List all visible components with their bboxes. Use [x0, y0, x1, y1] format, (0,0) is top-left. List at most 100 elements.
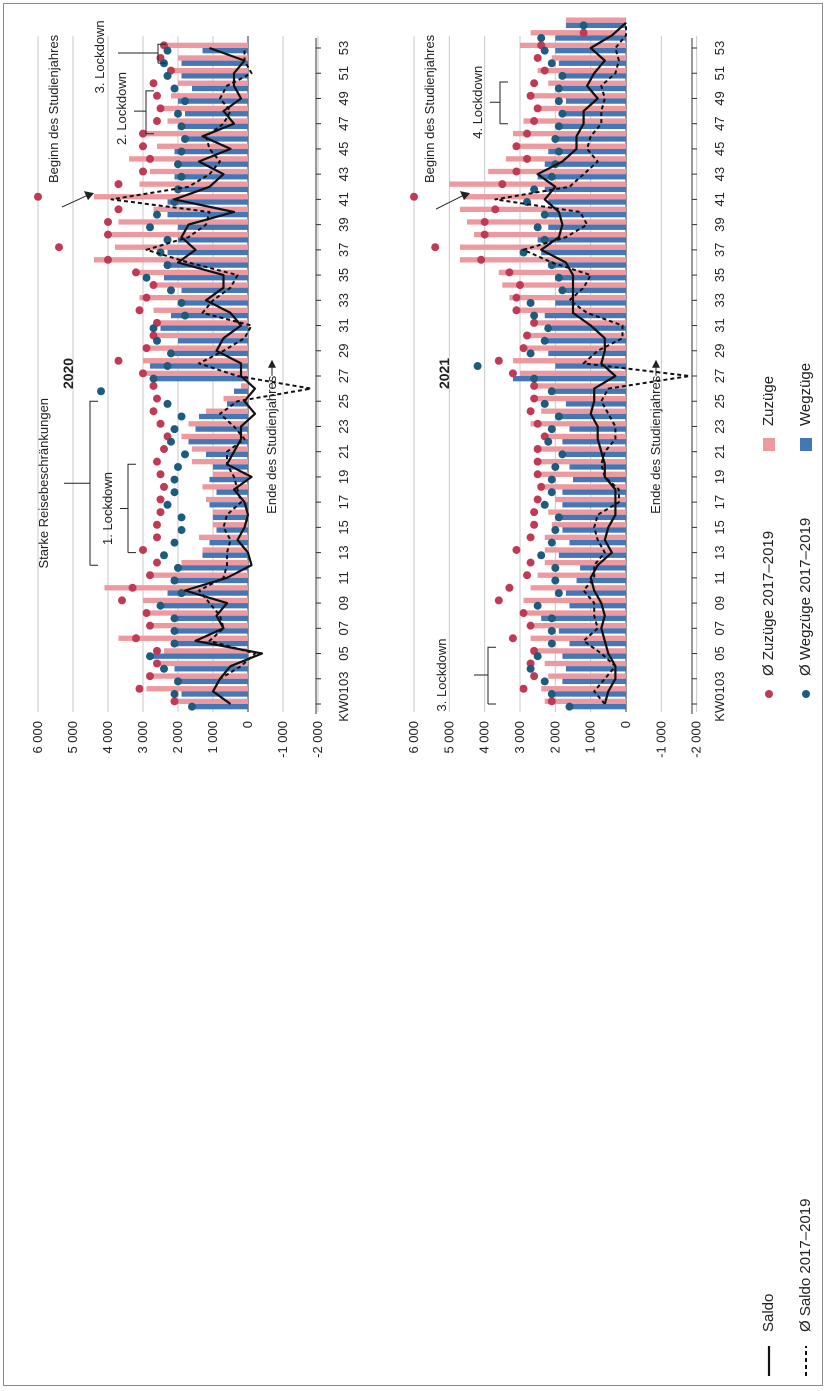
bar-wegzuege — [181, 123, 248, 129]
legend-dot-zuzuege — [765, 690, 773, 698]
dot-avg-wegzuege — [170, 626, 179, 635]
bar-zuzuege — [146, 610, 248, 616]
dot-avg-wegzuege — [540, 677, 549, 686]
dot-avg-wegzuege — [174, 185, 182, 194]
bar-wegzuege — [178, 98, 248, 104]
bar-zuzuege — [459, 206, 626, 212]
bar-wegzuege — [548, 199, 626, 205]
dot-avg-zuzuege — [533, 495, 542, 504]
x-tick-label: 17 — [336, 495, 351, 509]
x-tick-label: 41 — [712, 192, 727, 206]
dot-avg-wegzuege — [163, 500, 172, 509]
bar-zuzuege — [509, 295, 626, 301]
dot-avg-zuzuege — [153, 457, 161, 466]
dot-avg-wegzuege — [547, 59, 556, 68]
legend-label-wegzuege: Wegzüge — [797, 363, 814, 426]
bar-zuzuege — [181, 433, 248, 440]
dot-avg-wegzuege — [526, 298, 535, 307]
bar-wegzuege — [160, 325, 248, 331]
dot-avg-wegzuege — [526, 349, 535, 358]
y-tick-label: 6 000 — [30, 721, 45, 754]
line-saldo — [536, 21, 627, 705]
bar-zuzuege — [171, 93, 248, 99]
bar-wegzuege — [167, 199, 248, 205]
dot-avg-zuzuege — [132, 634, 140, 643]
x-tick-label: 17 — [712, 495, 727, 509]
bar-wegzuege — [548, 212, 626, 218]
bar-wegzuege — [206, 451, 248, 457]
bar-wegzuege — [181, 691, 248, 697]
dot-avg-zuzuege — [410, 192, 418, 201]
dot-avg-zuzuege — [498, 180, 507, 189]
bar-wegzuege — [562, 439, 626, 445]
dot-avg-wegzuege — [177, 526, 186, 535]
bar-wegzuege — [544, 161, 626, 167]
dot-avg-zuzuege — [142, 344, 151, 353]
dot-avg-wegzuege — [547, 488, 556, 497]
y-tick-label: 4 000 — [100, 721, 115, 754]
bar-zuzuege — [534, 446, 626, 452]
bar-zuzuege — [527, 332, 626, 339]
bar-wegzuege — [580, 565, 626, 571]
bar-zuzuege — [530, 320, 626, 326]
bar-wegzuege — [178, 186, 248, 193]
x-tick-label: 31 — [336, 318, 351, 332]
label-lockdown4-2021: 4. Lockdown — [470, 66, 485, 139]
dot-avg-wegzuege — [177, 147, 186, 156]
dot-avg-wegzuege — [540, 210, 549, 219]
dot-avg-zuzuege — [153, 117, 161, 126]
bar-zuzuege — [551, 55, 626, 61]
bar-wegzuege — [565, 451, 626, 457]
bar-zuzuege — [544, 547, 626, 553]
dot-avg-zuzuege — [477, 255, 486, 264]
legend-label-zuzuege: Zuzüge — [760, 376, 777, 426]
dot-avg-zuzuege — [153, 520, 161, 529]
bar-zuzuege — [143, 345, 248, 351]
dot-avg-wegzuege — [170, 614, 179, 623]
dot-avg-zuzuege — [523, 154, 532, 163]
bar-wegzuege — [555, 35, 626, 41]
dot-avg-zuzuege — [533, 53, 542, 62]
x-tick-label: 27 — [712, 369, 727, 383]
annotations-2021: 3. Lockdown 4. Lockdown Ende des Studienja… — [422, 34, 663, 711]
dot-avg-wegzuege — [547, 425, 556, 434]
bar-wegzuege — [541, 615, 626, 621]
dot-avg-wegzuege — [163, 362, 172, 371]
dot-avg-zuzuege — [146, 621, 154, 630]
bar-zuzuege — [551, 522, 626, 528]
bar-zuzuege — [153, 332, 248, 339]
bar-wegzuege — [512, 376, 626, 382]
y-tick-label: 0 — [240, 721, 255, 728]
bar-zuzuege — [459, 257, 626, 263]
bar-wegzuege — [185, 136, 248, 142]
bar-zuzuege — [534, 383, 626, 389]
bar-wegzuege — [178, 565, 248, 571]
dot-avg-zuzuege — [537, 482, 546, 491]
dot-avg-zuzuege — [139, 129, 147, 138]
bar-wegzuege — [209, 502, 248, 508]
dot-avg-wegzuege — [565, 702, 574, 711]
dot-avg-zuzuege — [114, 205, 123, 214]
bar-zuzuege — [527, 93, 626, 99]
dot-avg-zuzuege — [153, 659, 161, 668]
x-tick-label: 53 — [712, 41, 727, 55]
arrow-beginn-2021-head — [460, 191, 470, 201]
dot-avg-wegzuege — [533, 223, 542, 232]
dot-avg-wegzuege — [547, 639, 556, 648]
bar-zuzuege — [157, 143, 248, 149]
dot-avg-wegzuege — [579, 21, 588, 30]
x-tick-label: 07 — [336, 621, 351, 635]
x-tick-label: 39 — [712, 217, 727, 231]
bar-wegzuege — [216, 489, 248, 495]
bar-zuzuege — [206, 496, 248, 503]
dot-avg-zuzuege — [153, 91, 161, 100]
dot-avg-zuzuege — [579, 28, 588, 37]
bar-wegzuege — [569, 540, 626, 546]
dot-avg-zuzuege — [146, 571, 154, 580]
bar-wegzuege — [174, 350, 248, 357]
dot-avg-wegzuege — [554, 273, 563, 282]
legend-label-avg-wegzuege: Ø Wegzüge 2017–2019 — [797, 518, 814, 676]
bar-wegzuege — [573, 476, 626, 483]
dot-avg-zuzuege — [104, 217, 112, 226]
dot-avg-wegzuege — [188, 702, 196, 711]
